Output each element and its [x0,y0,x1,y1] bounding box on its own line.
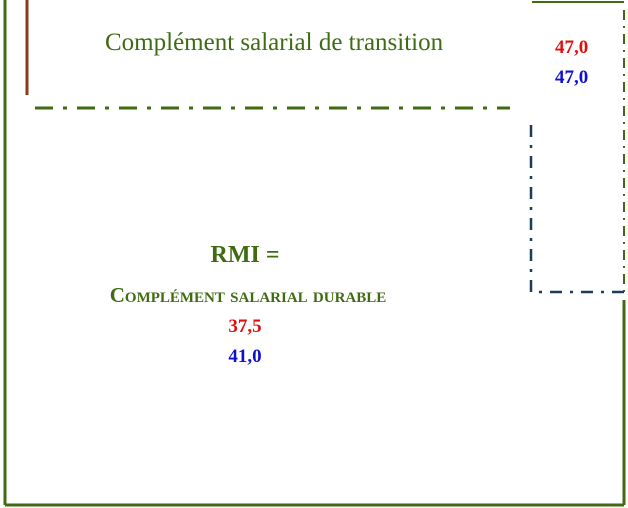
transition-value-blue: 47,0 [555,67,588,88]
durable-value-blue: 41,0 [228,346,261,367]
durable-value-red: 37,5 [228,316,261,337]
transition-label: Complément salarial de transition [105,29,444,56]
transition-value-red: 47,0 [555,37,588,58]
durable-title: RMI = [211,242,280,268]
durable-label: Complément salarial durable [110,283,387,307]
blue-separator [529,125,624,294]
